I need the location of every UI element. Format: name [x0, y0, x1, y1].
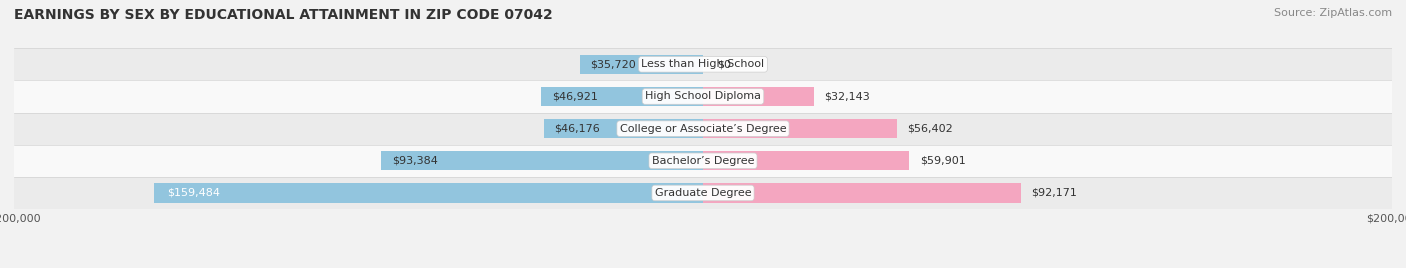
Text: $0: $0	[717, 59, 731, 69]
Bar	[381, 151, 703, 170]
Text: $159,484: $159,484	[167, 188, 221, 198]
Text: $35,720: $35,720	[591, 59, 636, 69]
Text: $46,176: $46,176	[554, 124, 600, 134]
Text: $59,901: $59,901	[920, 156, 966, 166]
Text: College or Associate’s Degree: College or Associate’s Degree	[620, 124, 786, 134]
Text: High School Diploma: High School Diploma	[645, 91, 761, 102]
Text: $56,402: $56,402	[908, 124, 953, 134]
Text: $92,171: $92,171	[1031, 188, 1077, 198]
Bar	[14, 113, 1392, 145]
Bar	[541, 87, 703, 106]
Bar	[703, 151, 910, 170]
Text: $32,143: $32,143	[824, 91, 870, 102]
Bar	[14, 48, 1392, 80]
Bar	[153, 183, 703, 203]
Bar	[703, 119, 897, 138]
Bar	[544, 119, 703, 138]
Text: $93,384: $93,384	[392, 156, 437, 166]
Text: Graduate Degree: Graduate Degree	[655, 188, 751, 198]
Bar	[14, 80, 1392, 113]
Text: EARNINGS BY SEX BY EDUCATIONAL ATTAINMENT IN ZIP CODE 07042: EARNINGS BY SEX BY EDUCATIONAL ATTAINMEN…	[14, 8, 553, 22]
Bar	[14, 177, 1392, 209]
Bar	[703, 183, 1021, 203]
Text: Less than High School: Less than High School	[641, 59, 765, 69]
Bar	[579, 55, 703, 74]
Bar	[703, 87, 814, 106]
Text: $46,921: $46,921	[551, 91, 598, 102]
Text: Source: ZipAtlas.com: Source: ZipAtlas.com	[1274, 8, 1392, 18]
Bar	[14, 145, 1392, 177]
Text: Bachelor’s Degree: Bachelor’s Degree	[652, 156, 754, 166]
